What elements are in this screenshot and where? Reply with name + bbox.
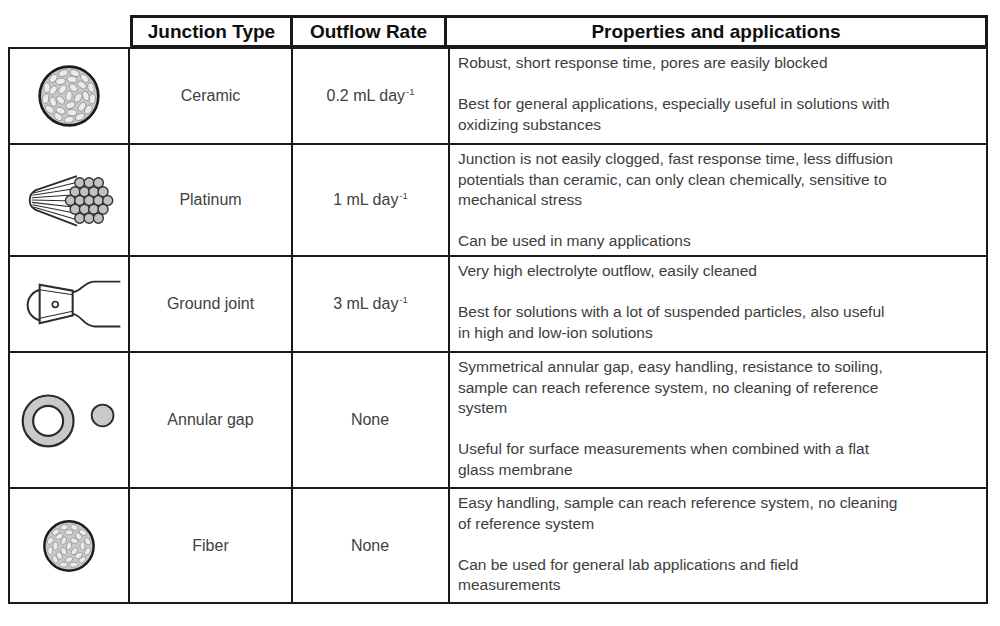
table-body: Ceramic 0.2 mL day-1 Robust, short respo… [8,47,988,604]
rate-text: 1 mL day [333,191,398,209]
properties-line: Can be used in many applications [458,231,976,252]
properties-line: oxidizing substances [458,115,976,136]
properties-line [458,211,976,232]
header-properties: Properties and applications [447,18,985,45]
outflow-rate-value: 3 mL day-1 [293,257,448,351]
rate-superscript: -1 [399,294,407,305]
properties-line: system [458,398,976,419]
properties-text: Junction is not easily clogged, fast res… [450,145,986,255]
junction-type-value: Platinum [130,145,291,255]
properties-text: Easy handling, sample can reach referenc… [450,489,986,602]
properties-line [458,419,976,440]
properties-line: Easy handling, sample can reach referenc… [458,493,976,514]
properties-line [458,74,976,95]
properties-text: Robust, short response time, pores are e… [450,49,986,143]
table-row-annular-gap-icon-cell [10,353,128,487]
properties-line: glass membrane [458,460,976,481]
junction-types-table: Junction Type Outflow Rate Properties an… [0,0,1000,626]
properties-line: mechanical stress [458,190,976,211]
properties-line: in high and low-ion solutions [458,323,976,344]
rate-text: None [351,537,389,555]
outflow-rate-value: None [293,353,448,487]
annular-gap-junction-icon [10,379,128,461]
properties-line: measurements [458,575,976,596]
properties-line: Can be used for general lab applications… [458,555,976,576]
rate-superscript: -1 [406,86,414,97]
properties-line: Best for solutions with a lot of suspend… [458,302,976,323]
rate-text: 0.2 mL day [326,87,405,105]
rate-superscript: -1 [399,190,407,201]
table-row-ceramic-icon-cell [10,49,128,143]
junction-type-value: Fiber [130,489,291,602]
platinum-junction-icon [20,163,118,238]
table-row-platinum-icon-cell [10,145,128,255]
properties-line [458,282,976,303]
outflow-rate-value: 1 mL day-1 [293,145,448,255]
ceramic-junction-icon [29,56,109,136]
properties-line [458,534,976,555]
properties-line: of reference system [458,514,976,535]
table-header-row: Junction Type Outflow Rate Properties an… [130,15,988,48]
properties-text: Symmetrical annular gap, easy handling, … [450,353,986,487]
outflow-rate-value: 0.2 mL day-1 [293,49,448,143]
properties-line: sample can reach reference system, no cl… [458,378,976,399]
table-row-ground-joint-icon-cell [10,257,128,351]
rate-text: None [351,411,389,429]
header-outflow-rate: Outflow Rate [293,18,447,45]
header-junction-type: Junction Type [133,18,293,45]
junction-type-value: Ground joint [130,257,291,351]
properties-text: Very high electrolyte outflow, easily cl… [450,257,986,351]
properties-line: Junction is not easily clogged, fast res… [458,149,976,170]
fiber-junction-icon [32,509,106,583]
properties-line: Best for general applications, especiall… [458,94,976,115]
properties-line: Symmetrical annular gap, easy handling, … [458,357,976,378]
properties-line: potentials than ceramic, can only clean … [458,170,976,191]
table-row-fiber-icon-cell [10,489,128,602]
properties-line: Very high electrolyte outflow, easily cl… [458,261,976,282]
outflow-rate-value: None [293,489,448,602]
junction-type-value: Ceramic [130,49,291,143]
properties-line: Useful for surface measurements when com… [458,439,976,460]
rate-text: 3 mL day [333,295,398,313]
ground-joint-junction-icon [14,271,124,337]
properties-line: Robust, short response time, pores are e… [458,53,976,74]
junction-type-value: Annular gap [130,353,291,487]
